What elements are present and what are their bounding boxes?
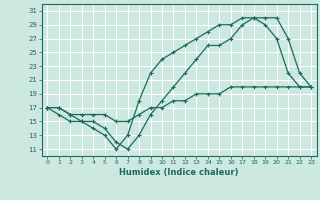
X-axis label: Humidex (Indice chaleur): Humidex (Indice chaleur) [119, 168, 239, 177]
